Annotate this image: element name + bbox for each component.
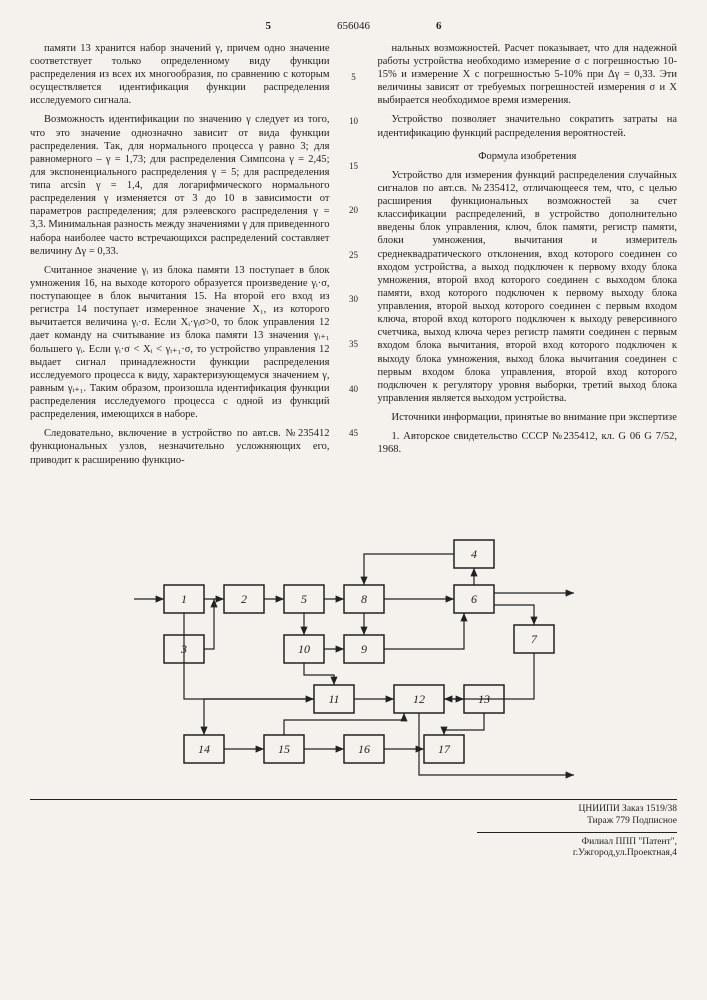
line-number: 45 bbox=[348, 428, 360, 473]
diagram-edge bbox=[304, 663, 334, 685]
para: 1. Авторское свидетельство СССР №235412,… bbox=[378, 430, 678, 456]
diagram-box-label: 16 bbox=[358, 742, 370, 756]
diagram-box-label: 12 bbox=[413, 692, 425, 706]
diagram-box-label: 17 bbox=[438, 742, 451, 756]
diagram-edge bbox=[364, 554, 454, 585]
diagram-svg: 1234567891011121314151617 bbox=[114, 485, 594, 785]
line-number: 10 bbox=[348, 116, 360, 161]
line-number: 30 bbox=[348, 294, 360, 339]
doc-number: 656046 bbox=[337, 20, 370, 32]
para: Источники информации, принятые во вниман… bbox=[378, 411, 678, 424]
diagram-edge bbox=[204, 599, 214, 649]
footer-line: Филиал ППП "Патент", bbox=[30, 837, 677, 849]
diagram-box-label: 13 bbox=[478, 692, 490, 706]
line-number: 20 bbox=[348, 205, 360, 250]
diagram-box-label: 6 bbox=[471, 592, 477, 606]
section-title: Формула изобретения bbox=[378, 150, 678, 163]
block-diagram: 1234567891011121314151617 bbox=[30, 485, 677, 789]
para: памяти 13 хранится набор значений γ, при… bbox=[30, 42, 330, 108]
footer-line: г.Ужгород,ул.Проектная,4 bbox=[30, 848, 677, 860]
para: Возможность идентификации по значению γ … bbox=[30, 113, 330, 257]
diagram-box-label: 8 bbox=[361, 592, 367, 606]
diagram-box-label: 4 bbox=[471, 547, 477, 561]
footer: ЦНИИПИ Заказ 1519/38 Тираж 779 Подписное… bbox=[30, 799, 677, 861]
diagram-box-label: 2 bbox=[241, 592, 247, 606]
diagram-box-label: 9 bbox=[361, 642, 367, 656]
right-column: нальных возможностей. Расчет показывает,… bbox=[378, 42, 678, 473]
diagram-box-label: 14 bbox=[198, 742, 210, 756]
line-number-gutter: 51015202530354045 bbox=[348, 42, 360, 473]
para: Считанное значение γᵢ из блока памяти 13… bbox=[30, 264, 330, 422]
diagram-edge bbox=[494, 605, 534, 625]
footer-line: Тираж 779 Подписное bbox=[30, 816, 677, 828]
diagram-box-label: 1 bbox=[181, 592, 187, 606]
left-column: памяти 13 хранится набор значений γ, при… bbox=[30, 42, 330, 473]
line-number: 15 bbox=[348, 161, 360, 206]
page-header: 5 656046 6 bbox=[30, 20, 677, 34]
diagram-box-label: 11 bbox=[328, 692, 339, 706]
para: Следовательно, включение в устройство по… bbox=[30, 427, 330, 466]
diagram-box-label: 5 bbox=[301, 592, 307, 606]
page-left: 5 bbox=[266, 20, 272, 32]
diagram-edge bbox=[444, 713, 484, 735]
page-right: 6 bbox=[436, 20, 442, 32]
diagram-edge bbox=[204, 699, 314, 735]
para: нальных возможностей. Расчет показывает,… bbox=[378, 42, 678, 108]
line-number: 35 bbox=[348, 339, 360, 384]
para: Устройство для измерения функций распред… bbox=[378, 169, 678, 405]
diagram-box-label: 3 bbox=[180, 642, 187, 656]
footer-line: ЦНИИПИ Заказ 1519/38 bbox=[30, 804, 677, 816]
para: Устройство позволяет значительно сократи… bbox=[378, 113, 678, 139]
text-columns: памяти 13 хранится набор значений γ, при… bbox=[30, 42, 677, 473]
line-number: 40 bbox=[348, 384, 360, 429]
diagram-box-label: 15 bbox=[278, 742, 290, 756]
diagram-box-label: 7 bbox=[531, 632, 538, 646]
diagram-box-label: 10 bbox=[298, 642, 310, 656]
line-number: 25 bbox=[348, 250, 360, 295]
diagram-edge bbox=[284, 713, 404, 735]
diagram-edge bbox=[384, 613, 464, 649]
line-number: 5 bbox=[348, 72, 360, 117]
